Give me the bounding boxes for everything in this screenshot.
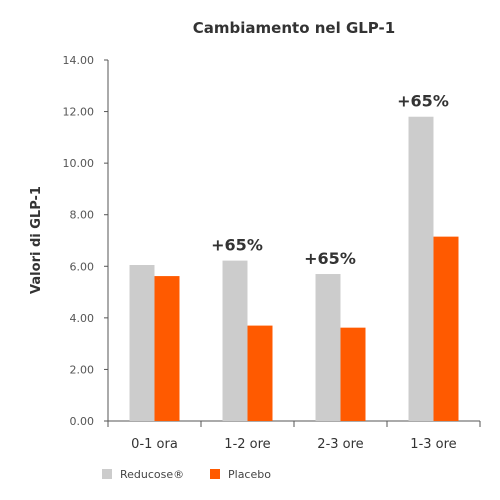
y-tick-label: 10.00 [63,157,95,170]
bar-reducose [222,260,248,421]
y-tick-label: 14.00 [63,54,95,67]
chart-title: Cambiamento nel GLP-1 [193,19,395,37]
legend-swatch-placebo [210,469,220,479]
bar-placebo [340,327,366,421]
bar-annotation: +65% [397,92,449,111]
bar-reducose [408,116,434,421]
bar-annotation: +65% [304,249,356,268]
bar-placebo [247,325,273,421]
x-tick-label: 2-3 ore [317,437,363,452]
y-axis-label: Valori di GLP-1 [29,186,44,294]
x-tick-label: 1-2 ore [224,437,270,452]
bar-reducose [315,274,341,421]
y-tick-label: 12.00 [63,106,95,119]
legend-swatch-reducose [102,469,112,479]
labels: 0-1 ora 1-2 ore +65% 2-3 ore +65% 1-3 ore +65% [131,92,457,452]
x-tick-label: 1-3 ore [410,437,456,452]
bar-placebo [433,236,459,421]
legend-label-placebo: Placebo [228,468,271,481]
bar-reducose [129,264,155,421]
y-tick-label: 6.00 [70,260,95,273]
y-tick-label: 0.00 [70,415,95,428]
legend-label-reducose: Reducose® [120,468,184,481]
y-tick-label: 4.00 [70,312,95,325]
bar-annotation: +65% [211,236,263,255]
x-tick-label: 0-1 ora [131,437,178,452]
bars [129,116,459,421]
axes: 0.00 2.00 4.00 6.00 8.00 10.00 12.00 14.00 [63,54,481,428]
y-tick-label: 2.00 [70,363,95,376]
y-tick-label: 8.00 [70,209,95,222]
legend: Reducose® Placebo [102,468,271,481]
bar-placebo [154,276,180,421]
